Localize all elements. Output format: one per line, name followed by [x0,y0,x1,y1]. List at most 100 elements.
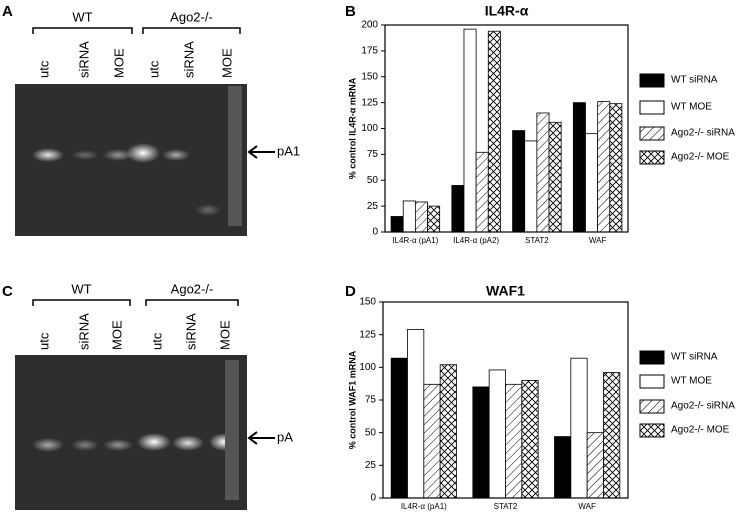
legend-label: WT MOE [671,376,712,387]
legend-swatch [639,423,665,438]
y-tick-label: 150 [359,297,376,308]
panel-label: B [345,3,356,20]
y-tick-label: 200 [361,20,378,31]
plot-frame [384,24,629,233]
legend-label: Ago2-/- MOE [671,425,730,436]
lane-label: siRNA [183,313,198,350]
bar [572,102,586,233]
y-tick-label: 125 [359,329,376,340]
lane-label: MOE [217,320,232,350]
y-tick-label: 125 [361,97,378,108]
bar [488,369,506,499]
x-tick-label: STAT2 [494,502,518,511]
bar [521,379,539,499]
group-bracket [32,299,131,306]
bar [585,133,599,233]
lane-label: utc [146,60,161,78]
bar [603,372,621,499]
bar [597,101,611,233]
legend-swatch [639,126,665,141]
y-tick-label: 0 [370,493,376,504]
bar [390,357,408,499]
legend-label: WT siRNA [671,75,718,86]
bar [414,201,428,233]
y-tick-label: 100 [361,123,378,134]
gel-image [15,355,247,510]
y-tick-label: 150 [361,71,378,82]
y-tick-label: 50 [365,427,377,438]
legend-label: Ago2-/- siRNA [671,401,735,412]
bar [536,112,550,233]
group-label: WT [71,281,91,296]
y-tick-label: 50 [367,175,379,186]
lane-label: utc [149,332,164,350]
legend-swatch [639,374,665,389]
panel-label: A [2,3,13,20]
marker-label: pA1 [277,143,300,158]
y-tick-label: 100 [359,362,376,373]
bar [451,185,465,233]
chart-title: IL4R-α [485,3,529,19]
lane-label: utc [36,60,51,78]
y-tick-label: 0 [372,227,378,238]
chart-title: WAF1 [486,283,525,299]
group-label: Ago2-/- [170,9,213,24]
group-label: WT [72,9,92,24]
lane-label: MOE [109,320,124,350]
group-bracket [142,27,241,34]
marker-arrow [247,145,275,159]
bar [390,216,404,233]
y-axis-label: % control IL4R-α mRNA [347,77,357,179]
bar [463,28,477,233]
bar [427,205,441,233]
y-tick-label: 175 [361,46,378,57]
y-axis-label: % control WAF1 mRNA [347,350,357,449]
x-tick-label: IL4R-α (pA1) [392,236,438,245]
bar [407,329,425,499]
y-tick-label: 25 [367,201,379,212]
bar [505,383,523,499]
bar [609,103,623,233]
gel-bands [32,86,242,226]
bar [402,200,416,233]
lane-label: siRNA [181,41,196,78]
group-label: Ago2-/- [171,281,214,296]
bar [512,130,526,233]
panel-label: D [345,283,356,300]
bar [554,436,572,499]
legend-label: WT MOE [671,102,712,113]
group-bracket [32,27,133,34]
panel-label: C [2,283,13,300]
y-tick-label: 75 [367,149,379,160]
marker-arrow [247,431,275,445]
y-tick-label: 75 [365,395,377,406]
legend-swatch [639,73,665,88]
lane-label: siRNA [76,313,91,350]
bar [548,121,562,233]
bar [570,357,588,499]
x-tick-label: WAF [589,236,607,245]
legend-swatch [639,100,665,115]
bar [472,386,490,499]
x-tick-label: IL4R-α (pA1) [401,502,447,511]
lane-label: utc [36,332,51,350]
legend-swatch [639,150,665,165]
legend-swatch [639,399,665,414]
plot-frame [382,301,629,499]
bar [475,151,489,233]
marker-label: pA [277,429,293,444]
x-tick-label: IL4R-α (pA2) [453,236,499,245]
y-tick-label: 25 [365,460,377,471]
legend-swatch [639,350,665,365]
x-tick-label: STAT2 [525,236,549,245]
lane-label: siRNA [76,41,91,78]
bar [524,140,538,233]
lane-label: MOE [111,48,126,78]
legend-label: WT siRNA [671,352,718,363]
x-tick-label: WAF [578,502,596,511]
bar [423,383,441,499]
bar [439,364,457,499]
bar [586,432,604,499]
group-bracket [145,299,239,306]
